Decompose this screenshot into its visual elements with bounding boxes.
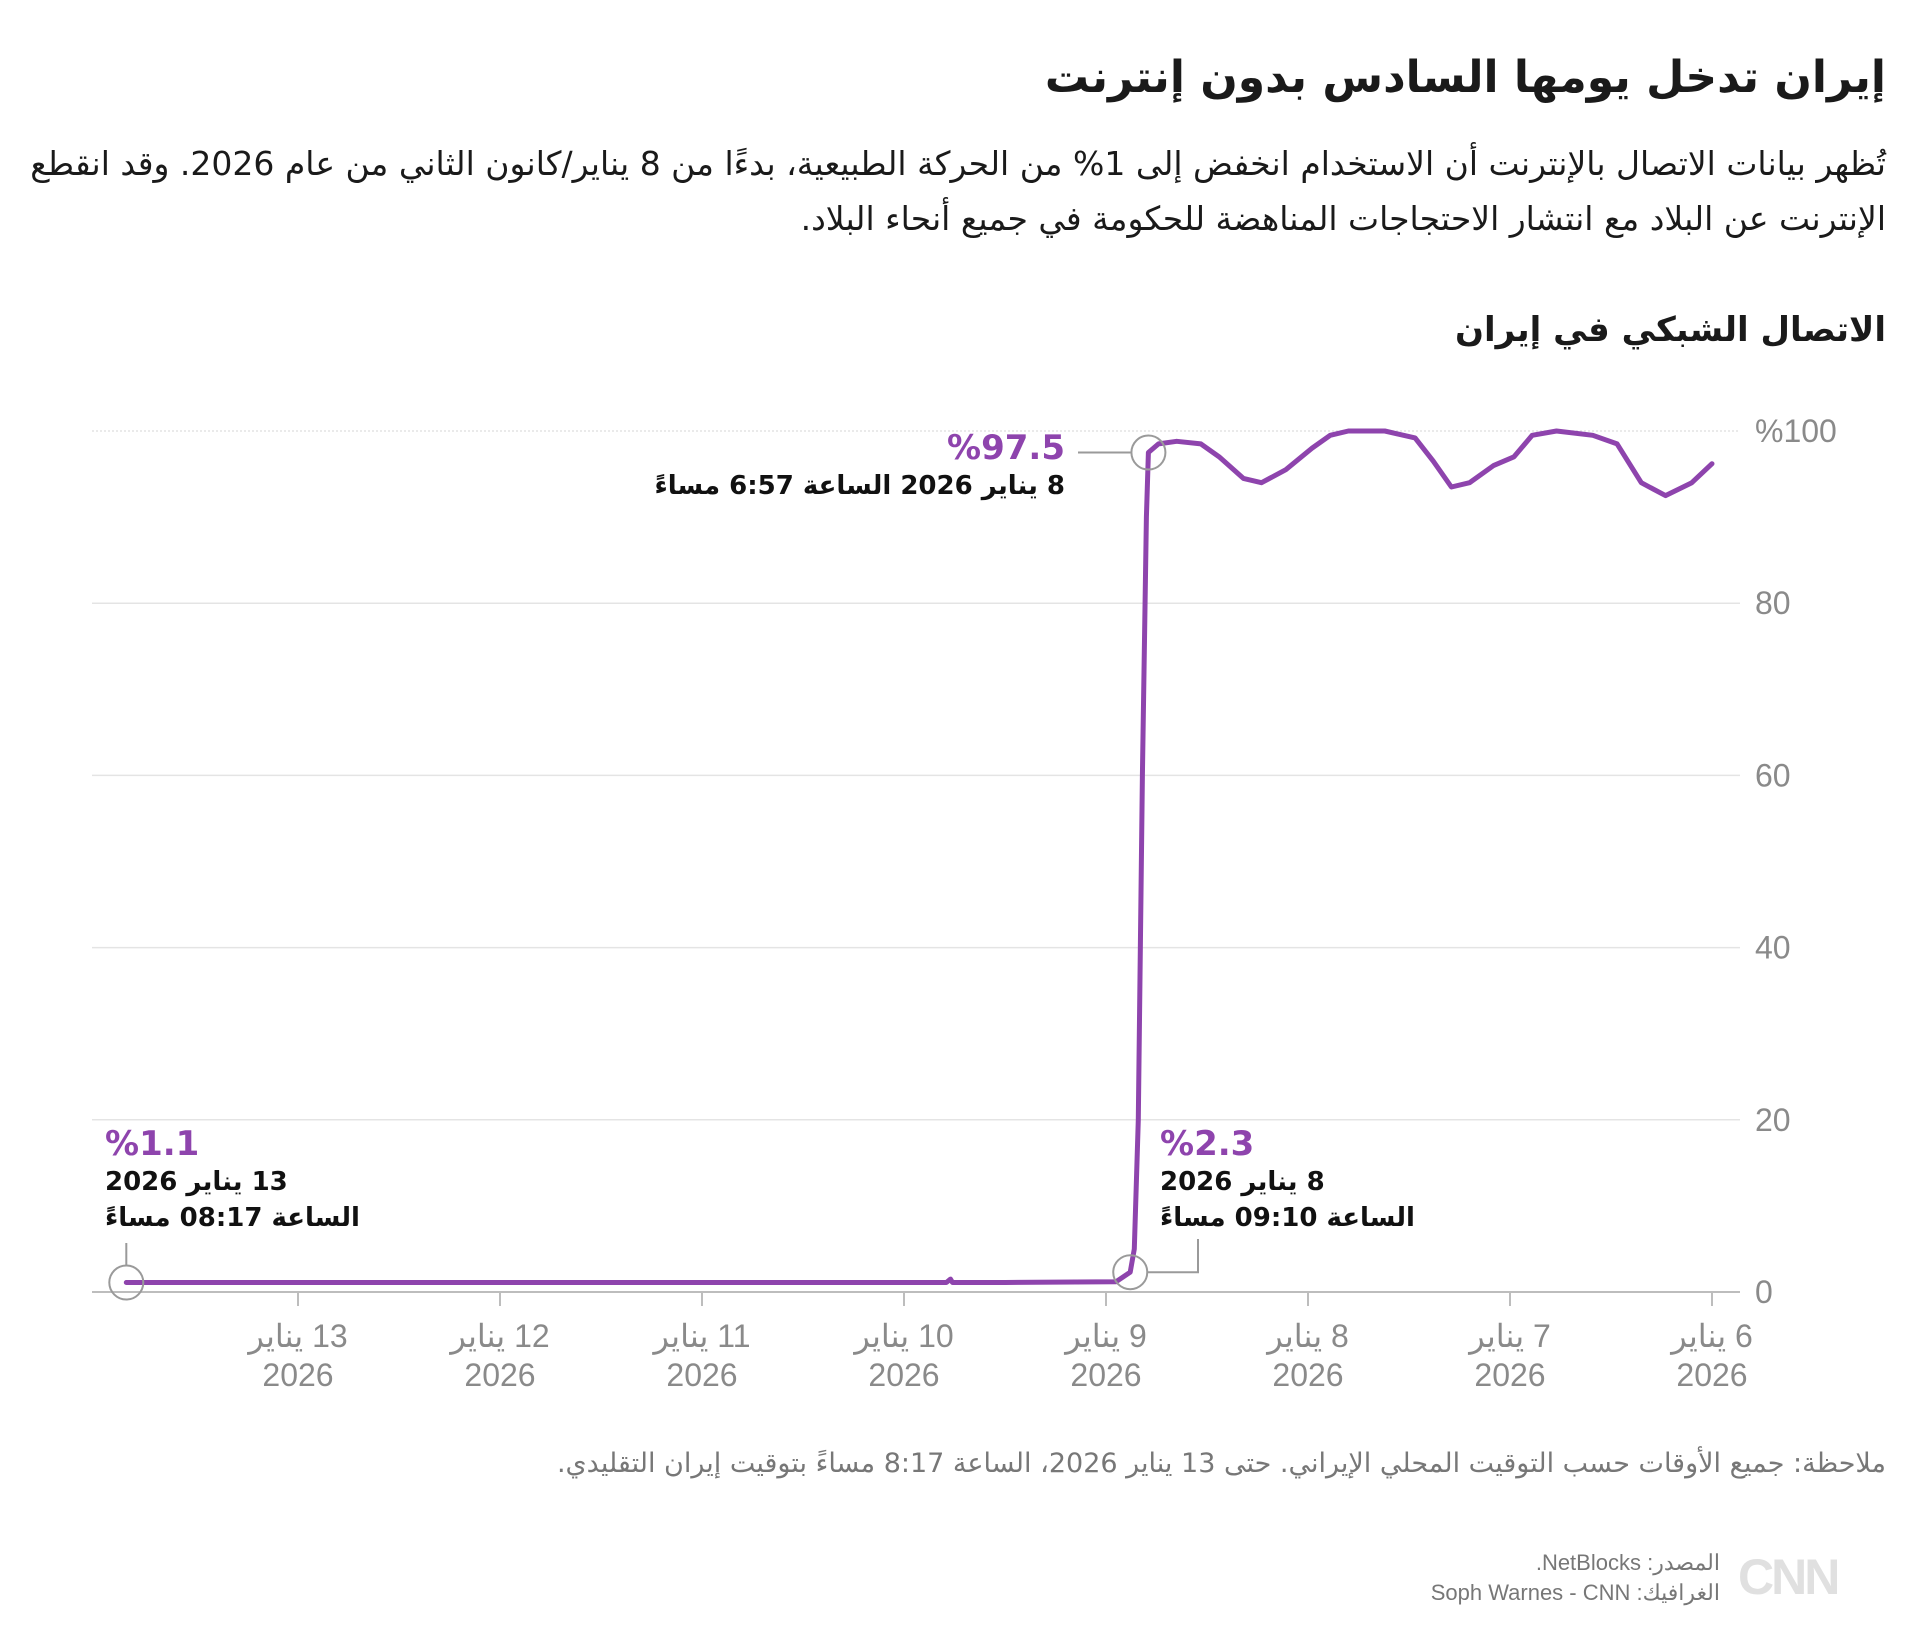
x-tick-year: 2026: [1474, 1357, 1545, 1393]
annotation-latest-value: %1.1: [105, 1124, 200, 1164]
y-tick-label: 20: [1755, 1102, 1791, 1138]
x-tick-label: 6 يناير: [1669, 1318, 1753, 1355]
annotation-marker: [1112, 1254, 1149, 1291]
x-tick-year: 2026: [262, 1357, 333, 1393]
annotation-latest-time: الساعة 08:17 مساءً: [105, 1203, 360, 1233]
x-tick-year: 2026: [1676, 1357, 1747, 1393]
x-tick-year: 2026: [464, 1357, 535, 1393]
x-tick-label: 9 يناير: [1063, 1318, 1147, 1355]
x-tick-label: 7 يناير: [1467, 1318, 1551, 1355]
annotation-drop-time: الساعة 09:10 مساءً: [1160, 1203, 1415, 1233]
x-tick-year: 2026: [666, 1357, 737, 1393]
x-tick-year: 2026: [868, 1357, 939, 1393]
series-line: [123, 428, 1715, 1285]
graphics-credit: الغرافيك: Soph Warnes - CNN: [1430, 1580, 1720, 1605]
annotation-peak-text: 8 يناير 2026 الساعة 6:57 مساءً: [654, 471, 1065, 501]
annotation-latest-date: 13 يناير 2026: [105, 1167, 288, 1197]
x-tick-year: 2026: [1272, 1357, 1343, 1393]
annotation-marker: [108, 1264, 145, 1301]
y-tick-label: 60: [1755, 757, 1791, 793]
x-tick-label: 13 يناير: [246, 1318, 347, 1355]
y-tick-label: 40: [1755, 930, 1791, 966]
cnn-arabic-logo: CNN: [1738, 1549, 1840, 1605]
y-tick-label: 0: [1755, 1274, 1773, 1310]
annotation-peak: %97.5 8 يناير 2026 الساعة 6:57 مساءً: [654, 428, 1065, 504]
x-tick-label: 10 يناير: [852, 1318, 953, 1355]
subtitle: تُظهر بيانات الاتصال بالإنترنت أن الاستخ…: [30, 144, 1886, 238]
annotation-drop: %2.3 8 يناير 2026 الساعة 09:10 مساءً: [1160, 1124, 1415, 1236]
page-title: إيران تدخل يومها السادس بدون إنترنت: [1044, 52, 1886, 103]
footnote: ملاحظة: جميع الأوقات حسب التوقيت المحلي …: [556, 1448, 1886, 1479]
x-tick-label: 12 يناير: [448, 1318, 549, 1355]
annotation-drop-value: %2.3: [1160, 1124, 1255, 1164]
x-tick-label: 8 يناير: [1265, 1318, 1349, 1355]
annotation-peak-value: %97.5: [947, 428, 1065, 468]
y-tick-label: 80: [1755, 585, 1791, 621]
annotation-drop-date: 8 يناير 2026: [1160, 1167, 1325, 1197]
annotation-latest: %1.1 13 يناير 2026 الساعة 08:17 مساءً: [105, 1124, 360, 1236]
source-credit: المصدر: NetBlocks.: [1535, 1550, 1720, 1575]
chart-title: الاتصال الشبكي في إيران: [1455, 310, 1886, 350]
annotation-marker: [1130, 434, 1167, 471]
y-tick-label: %100: [1755, 413, 1837, 449]
x-tick-label: 11 يناير: [652, 1318, 751, 1355]
x-tick-year: 2026: [1070, 1357, 1141, 1393]
annotation-connector: [1147, 1239, 1199, 1274]
